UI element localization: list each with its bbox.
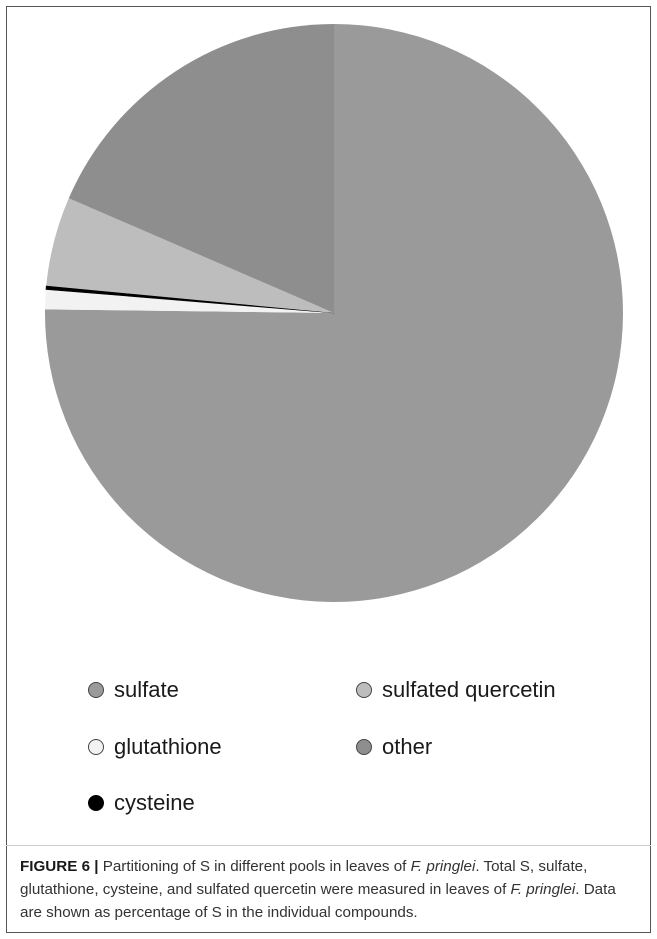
figure-caption: FIGURE 6 | Partitioning of S in differen… bbox=[20, 855, 640, 924]
legend-label-glutathione: glutathione bbox=[114, 734, 222, 759]
legend-label-other: other bbox=[382, 734, 433, 759]
caption-part-3: F. pringlei bbox=[510, 881, 576, 898]
legend-item-glutathione: glutathione bbox=[88, 731, 222, 763]
legend-item-other: other bbox=[356, 731, 432, 763]
caption-part-0: Partitioning of S in different pools in … bbox=[98, 858, 411, 875]
caption-divider bbox=[6, 845, 651, 846]
legend-item-cysteine: cysteine bbox=[88, 787, 195, 819]
legend-marker-glutathione bbox=[88, 739, 104, 755]
legend-item-sulfate: sulfate bbox=[88, 674, 179, 706]
caption-part-4: . Data are shown as percentage of S in t… bbox=[20, 881, 616, 921]
legend-label-sulfate: sulfate bbox=[114, 677, 179, 702]
caption-text: Partitioning of S in different pools in … bbox=[20, 858, 616, 921]
legend-marker-sulfated-quercetin bbox=[356, 682, 372, 698]
caption-part-1: F. pringlei bbox=[410, 858, 476, 875]
legend-marker-sulfate bbox=[88, 682, 104, 698]
legend-marker-other bbox=[356, 739, 372, 755]
pie-slice-sulfated-quercetin bbox=[46, 198, 334, 313]
pie-slice-cysteine bbox=[45, 285, 335, 314]
legend-label-sulfated-quercetin: sulfated quercetin bbox=[382, 677, 556, 702]
caption-part-2: . Total S, sulfate, glutathione, cystein… bbox=[20, 858, 588, 898]
legend-label-cysteine: cysteine bbox=[114, 790, 195, 815]
legend-item-sulfated-quercetin: sulfated quercetin bbox=[356, 674, 556, 706]
caption-label: FIGURE 6 | bbox=[20, 858, 99, 875]
pie-chart bbox=[45, 24, 623, 602]
legend-marker-cysteine bbox=[88, 795, 104, 811]
pie-slice-other bbox=[68, 24, 334, 313]
